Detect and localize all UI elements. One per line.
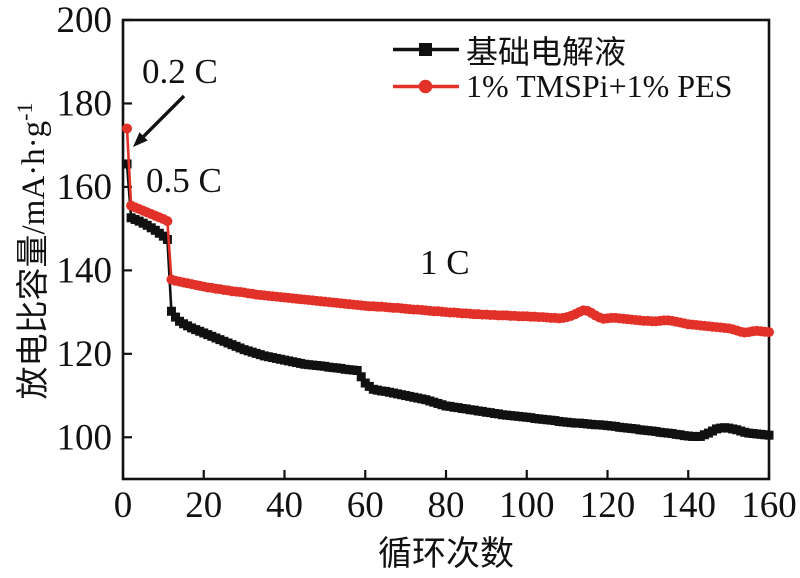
- legend-row-base-electrolyte: 基础电解液: [391, 31, 732, 70]
- legend-sample-red-circle-icon: [393, 79, 459, 94]
- svg-text:100: 100: [499, 485, 555, 526]
- svg-text:160: 160: [741, 485, 797, 526]
- svg-text:140: 140: [57, 250, 113, 291]
- y-axis-label-superscript: -1: [12, 102, 37, 121]
- legend-label-tmspi-pes: 1% TMSPi+1% PES: [466, 68, 733, 104]
- legend-sample-black-square-icon: [393, 43, 459, 56]
- svg-text:160: 160: [57, 167, 113, 208]
- svg-text:180: 180: [57, 83, 113, 124]
- y-axis-label-text: 放电比容量/mA·h·g: [16, 120, 52, 400]
- svg-text:120: 120: [580, 485, 636, 526]
- svg-text:120: 120: [57, 334, 113, 375]
- svg-text:200: 200: [57, 0, 113, 41]
- legend-row-tmspi-pes: 1% TMSPi+1% PES: [391, 68, 732, 105]
- y-axis-label: 放电比容量/mA·h·g-1: [6, 103, 54, 400]
- annotation-rate-0-5c: 0.5 C: [146, 161, 222, 200]
- legend: 基础电解液 1% TMSPi+1% PES: [391, 31, 732, 105]
- annotation-rate-1c: 1 C: [420, 243, 470, 282]
- legend-label-base-electrolyte: 基础电解液: [466, 33, 627, 70]
- annotation-rate-0-2c: 0.2 C: [142, 52, 218, 91]
- svg-text:0: 0: [114, 485, 133, 526]
- svg-text:140: 140: [661, 485, 717, 526]
- svg-text:20: 20: [185, 485, 222, 526]
- svg-text:100: 100: [57, 417, 113, 458]
- svg-text:60: 60: [347, 485, 384, 526]
- svg-text:40: 40: [266, 485, 303, 526]
- svg-text:80: 80: [428, 485, 465, 526]
- x-axis-label: 循环次数: [378, 536, 514, 573]
